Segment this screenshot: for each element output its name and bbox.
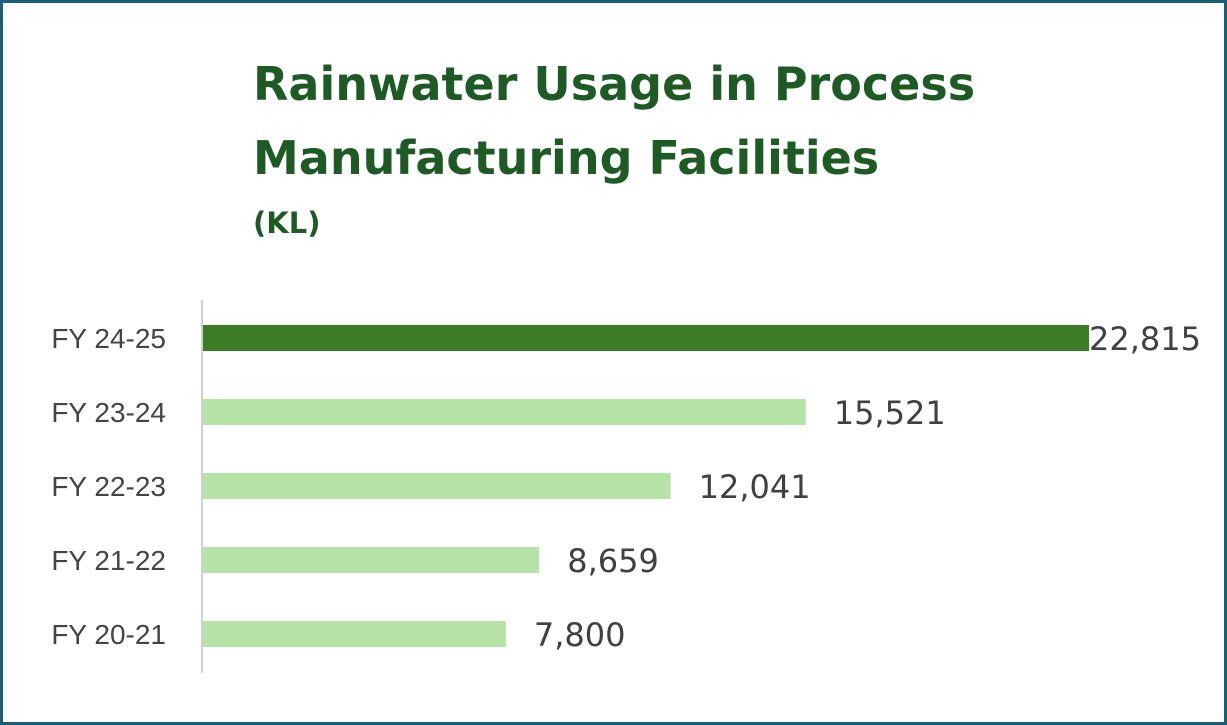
value-label: 8,659	[567, 542, 659, 580]
category-label: FY 24-25	[51, 323, 166, 354]
value-label: 7,800	[534, 616, 626, 654]
chart-marks: FY 24-25 22,815 FY 23-24 15,521 FY 22-23 12,0…	[51, 320, 1201, 654]
category-label: FY 20-21	[51, 619, 166, 650]
value-label: 22,815	[1089, 320, 1201, 358]
chart-subtitle: (KL)	[253, 206, 321, 240]
bar	[203, 473, 671, 499]
value-label: 15,521	[834, 394, 946, 432]
value-label: 12,041	[699, 468, 811, 506]
category-label: FY 22-23	[51, 471, 166, 502]
category-label: FY 21-22	[51, 545, 166, 576]
chart-title: Rainwater Usage in Process Manufacturing…	[253, 57, 976, 185]
bar	[203, 547, 540, 573]
category-label: FY 23-24	[51, 397, 166, 428]
bar	[203, 399, 806, 425]
bar	[203, 325, 1089, 351]
bar	[203, 621, 506, 647]
